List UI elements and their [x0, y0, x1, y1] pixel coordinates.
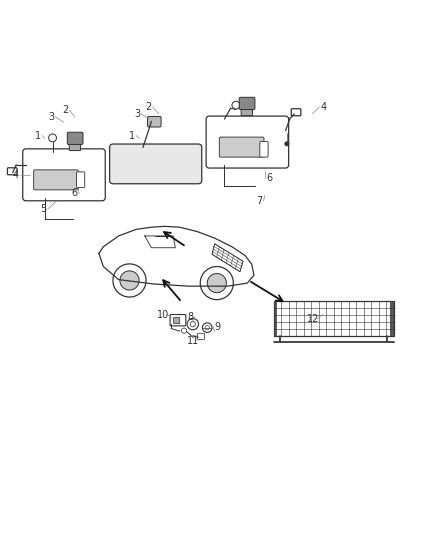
- FancyBboxPatch shape: [239, 98, 255, 110]
- Text: 6: 6: [72, 188, 78, 198]
- Polygon shape: [207, 273, 226, 293]
- FancyBboxPatch shape: [110, 144, 202, 184]
- FancyBboxPatch shape: [206, 116, 289, 168]
- Polygon shape: [212, 244, 243, 272]
- Text: 8: 8: [187, 312, 194, 322]
- FancyBboxPatch shape: [77, 172, 85, 188]
- FancyBboxPatch shape: [291, 109, 301, 116]
- FancyBboxPatch shape: [7, 168, 17, 175]
- Text: 12: 12: [307, 314, 319, 324]
- Text: 9: 9: [215, 322, 221, 332]
- FancyBboxPatch shape: [148, 117, 161, 127]
- Bar: [274, 302, 277, 336]
- Text: 3: 3: [48, 112, 54, 122]
- Text: 4: 4: [13, 170, 19, 180]
- FancyBboxPatch shape: [173, 318, 180, 324]
- Text: 4: 4: [321, 102, 327, 112]
- Text: 3: 3: [134, 109, 140, 119]
- Text: 10: 10: [157, 310, 169, 319]
- Text: 7: 7: [256, 196, 262, 206]
- Text: 11: 11: [187, 336, 199, 346]
- Text: 2: 2: [62, 105, 68, 115]
- FancyBboxPatch shape: [67, 132, 83, 144]
- FancyBboxPatch shape: [198, 333, 205, 340]
- Text: 6: 6: [266, 173, 272, 183]
- FancyBboxPatch shape: [260, 141, 268, 157]
- Circle shape: [285, 142, 289, 146]
- Text: 1: 1: [35, 131, 41, 141]
- FancyBboxPatch shape: [34, 170, 78, 190]
- FancyBboxPatch shape: [241, 106, 253, 116]
- FancyBboxPatch shape: [69, 141, 81, 151]
- FancyBboxPatch shape: [219, 137, 264, 157]
- FancyBboxPatch shape: [23, 149, 105, 201]
- Bar: [390, 302, 394, 336]
- Text: 5: 5: [40, 204, 46, 214]
- Text: 1: 1: [129, 131, 135, 141]
- FancyBboxPatch shape: [170, 314, 186, 326]
- Polygon shape: [120, 271, 139, 290]
- Text: 2: 2: [145, 102, 152, 112]
- Bar: [274, 302, 394, 336]
